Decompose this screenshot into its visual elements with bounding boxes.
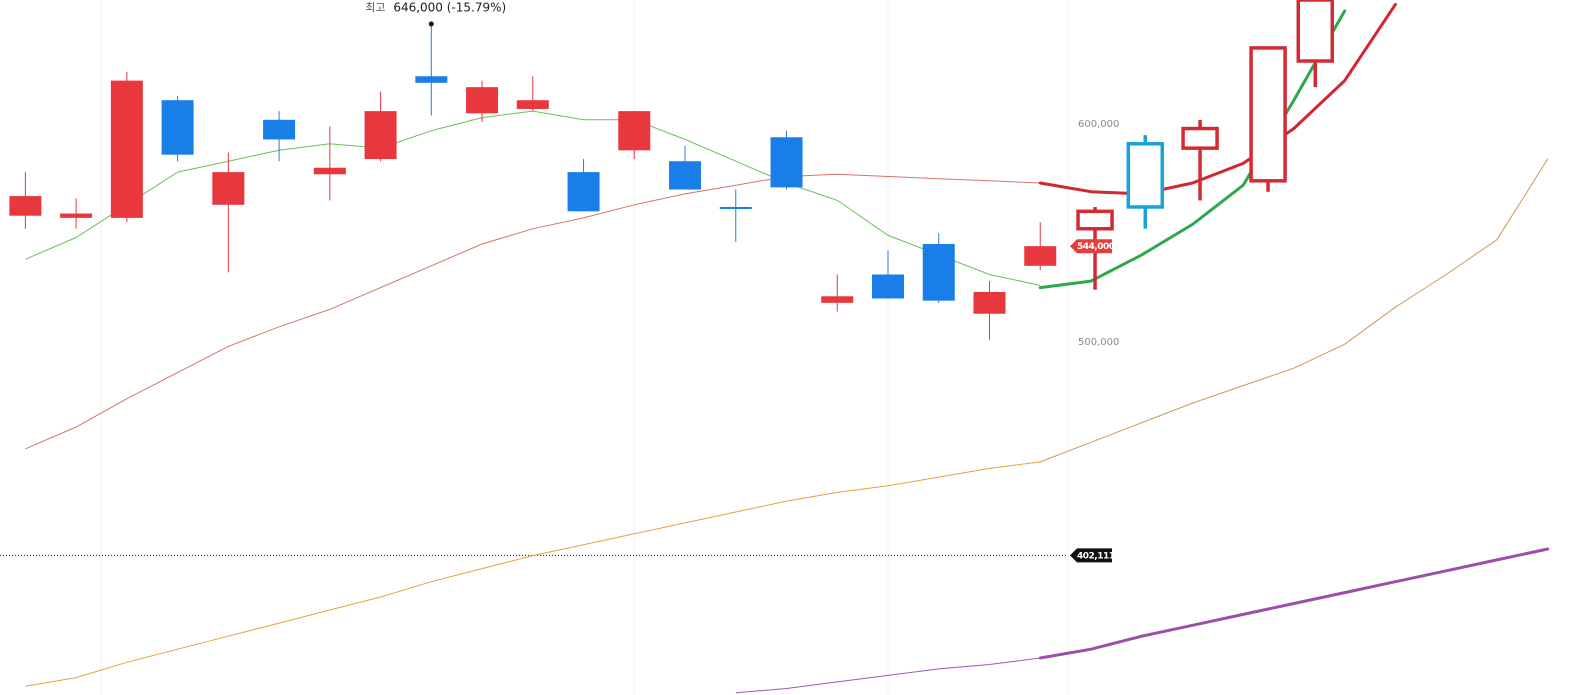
candle-body (415, 76, 448, 83)
price-tag-label: 402,111 (1077, 551, 1115, 561)
candle-body (466, 87, 499, 114)
vertical-gridlines (100, 0, 1069, 695)
projection-line (1038, 9, 1347, 290)
moving-average-line (735, 657, 1041, 694)
price-tag (1070, 239, 1112, 254)
candle-body (60, 213, 93, 218)
high-annotation-prefix: 최고 (365, 1, 385, 14)
candle-body (567, 172, 600, 212)
moving-average-line (25, 173, 1041, 450)
candle-body (872, 274, 905, 299)
projection-body (1249, 46, 1287, 183)
candle-body (719, 206, 752, 209)
high-annotation-label: 646,000 (-15.79%) (393, 1, 506, 15)
candle-body (364, 111, 397, 160)
projection-line (1038, 547, 1550, 660)
candle-body (161, 100, 194, 155)
candle-body (263, 119, 296, 140)
high-marker (428, 21, 434, 27)
y-tick-label: 600,000 (1078, 119, 1119, 130)
projection-body (1076, 209, 1114, 231)
candle-body (922, 244, 955, 301)
candle-body (669, 161, 702, 190)
projection-line (1038, 2, 1397, 196)
candle-body (973, 291, 1006, 314)
projection-body (1181, 126, 1219, 150)
candle-body (9, 196, 42, 216)
candle-body (212, 172, 245, 205)
candle-body (516, 100, 549, 109)
candle-body (618, 111, 651, 151)
candle-body (313, 167, 346, 175)
moving-average-line (25, 461, 1041, 687)
projection-body (1296, 0, 1335, 63)
projection-body (1126, 142, 1165, 209)
price-tag-label: 544,000 (1077, 242, 1115, 252)
candle-body (770, 137, 803, 188)
candle-body (821, 296, 854, 303)
candle-body (110, 80, 143, 218)
candle-body (1024, 246, 1057, 266)
y-tick-label: 500,000 (1078, 337, 1119, 348)
price-tag (1070, 548, 1112, 563)
projection-line (1039, 158, 1549, 463)
